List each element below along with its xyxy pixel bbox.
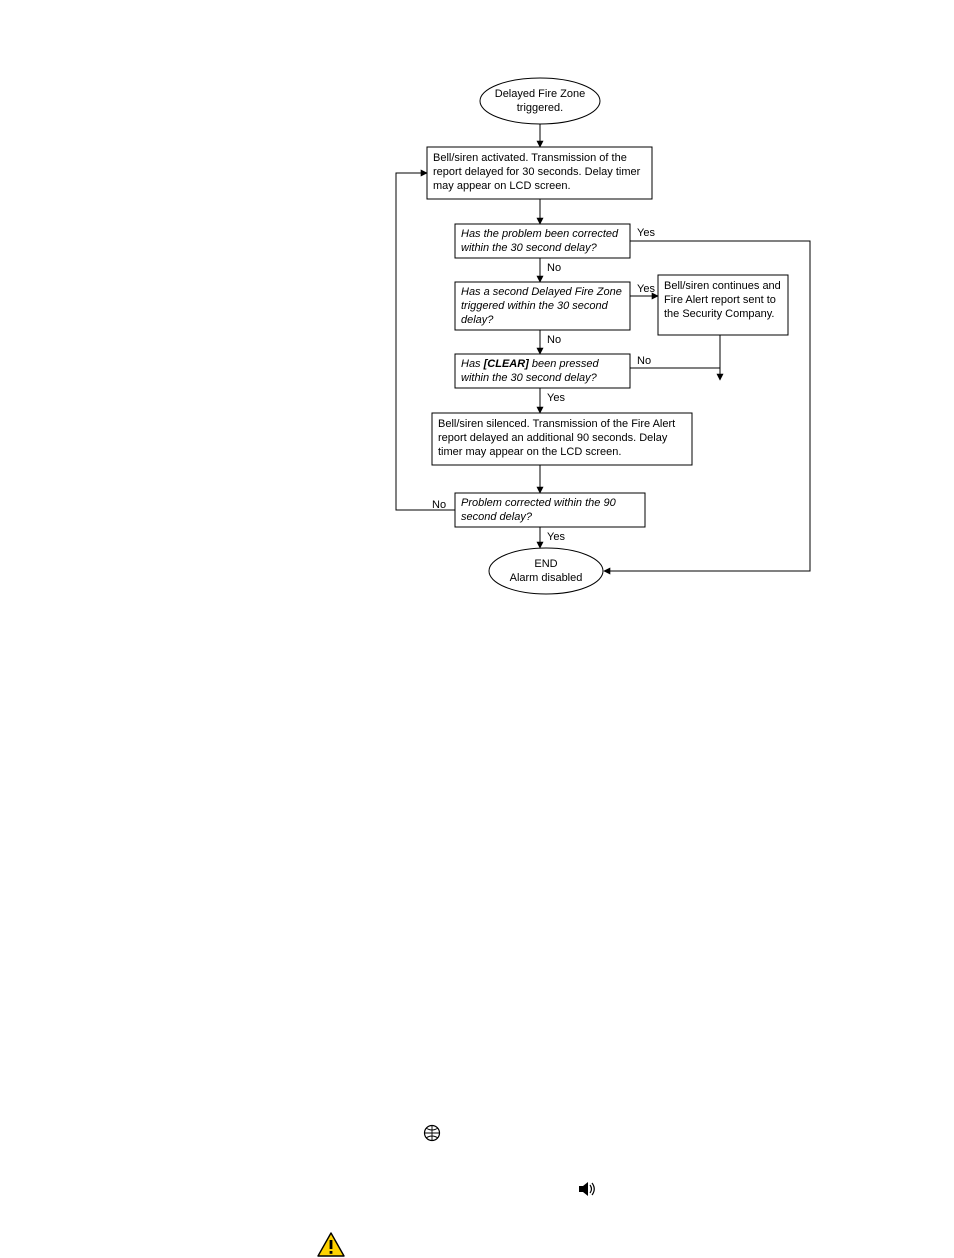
- edge-label-q30corr-no: No: [547, 262, 561, 274]
- node-qclear-text: Has [CLEAR] been pressed within the 30 s…: [461, 358, 624, 386]
- node-bell90-text: Bell/siren silenced. Transmission of the…: [438, 418, 686, 459]
- globe-icon: [423, 1124, 441, 1142]
- page-container: { "flowchart": { "type": "flowchart", "b…: [0, 0, 954, 1235]
- edge-label-qclear-no: No: [637, 355, 651, 367]
- edge-label-qclear-yes: Yes: [547, 392, 565, 404]
- node-start-text: Delayed Fire Zone triggered.: [486, 88, 594, 116]
- node-q30corr-text: Has the problem been corrected within th…: [461, 228, 624, 256]
- node-bell30-text: Bell/siren activated. Transmission of th…: [433, 152, 646, 193]
- edge-label-q30corr-yes: Yes: [637, 227, 655, 239]
- node-q90corr-text: Problem corrected within the 90 second d…: [461, 497, 639, 525]
- edge-label-q90corr-yes: Yes: [547, 531, 565, 543]
- edge-label-q30zone-no: No: [547, 334, 561, 346]
- node-siren-text: Bell/siren continues and Fire Alert repo…: [664, 280, 782, 321]
- node-end-text: END Alarm disabled: [500, 558, 592, 586]
- edge-label-q30zone-yes: Yes: [637, 283, 655, 295]
- warning-icon: [317, 1232, 345, 1258]
- edge-label-q90corr-no: No: [432, 499, 446, 511]
- node-q30zone-text: Has a second Delayed Fire Zone triggered…: [461, 286, 624, 327]
- speaker-icon: [578, 1181, 596, 1197]
